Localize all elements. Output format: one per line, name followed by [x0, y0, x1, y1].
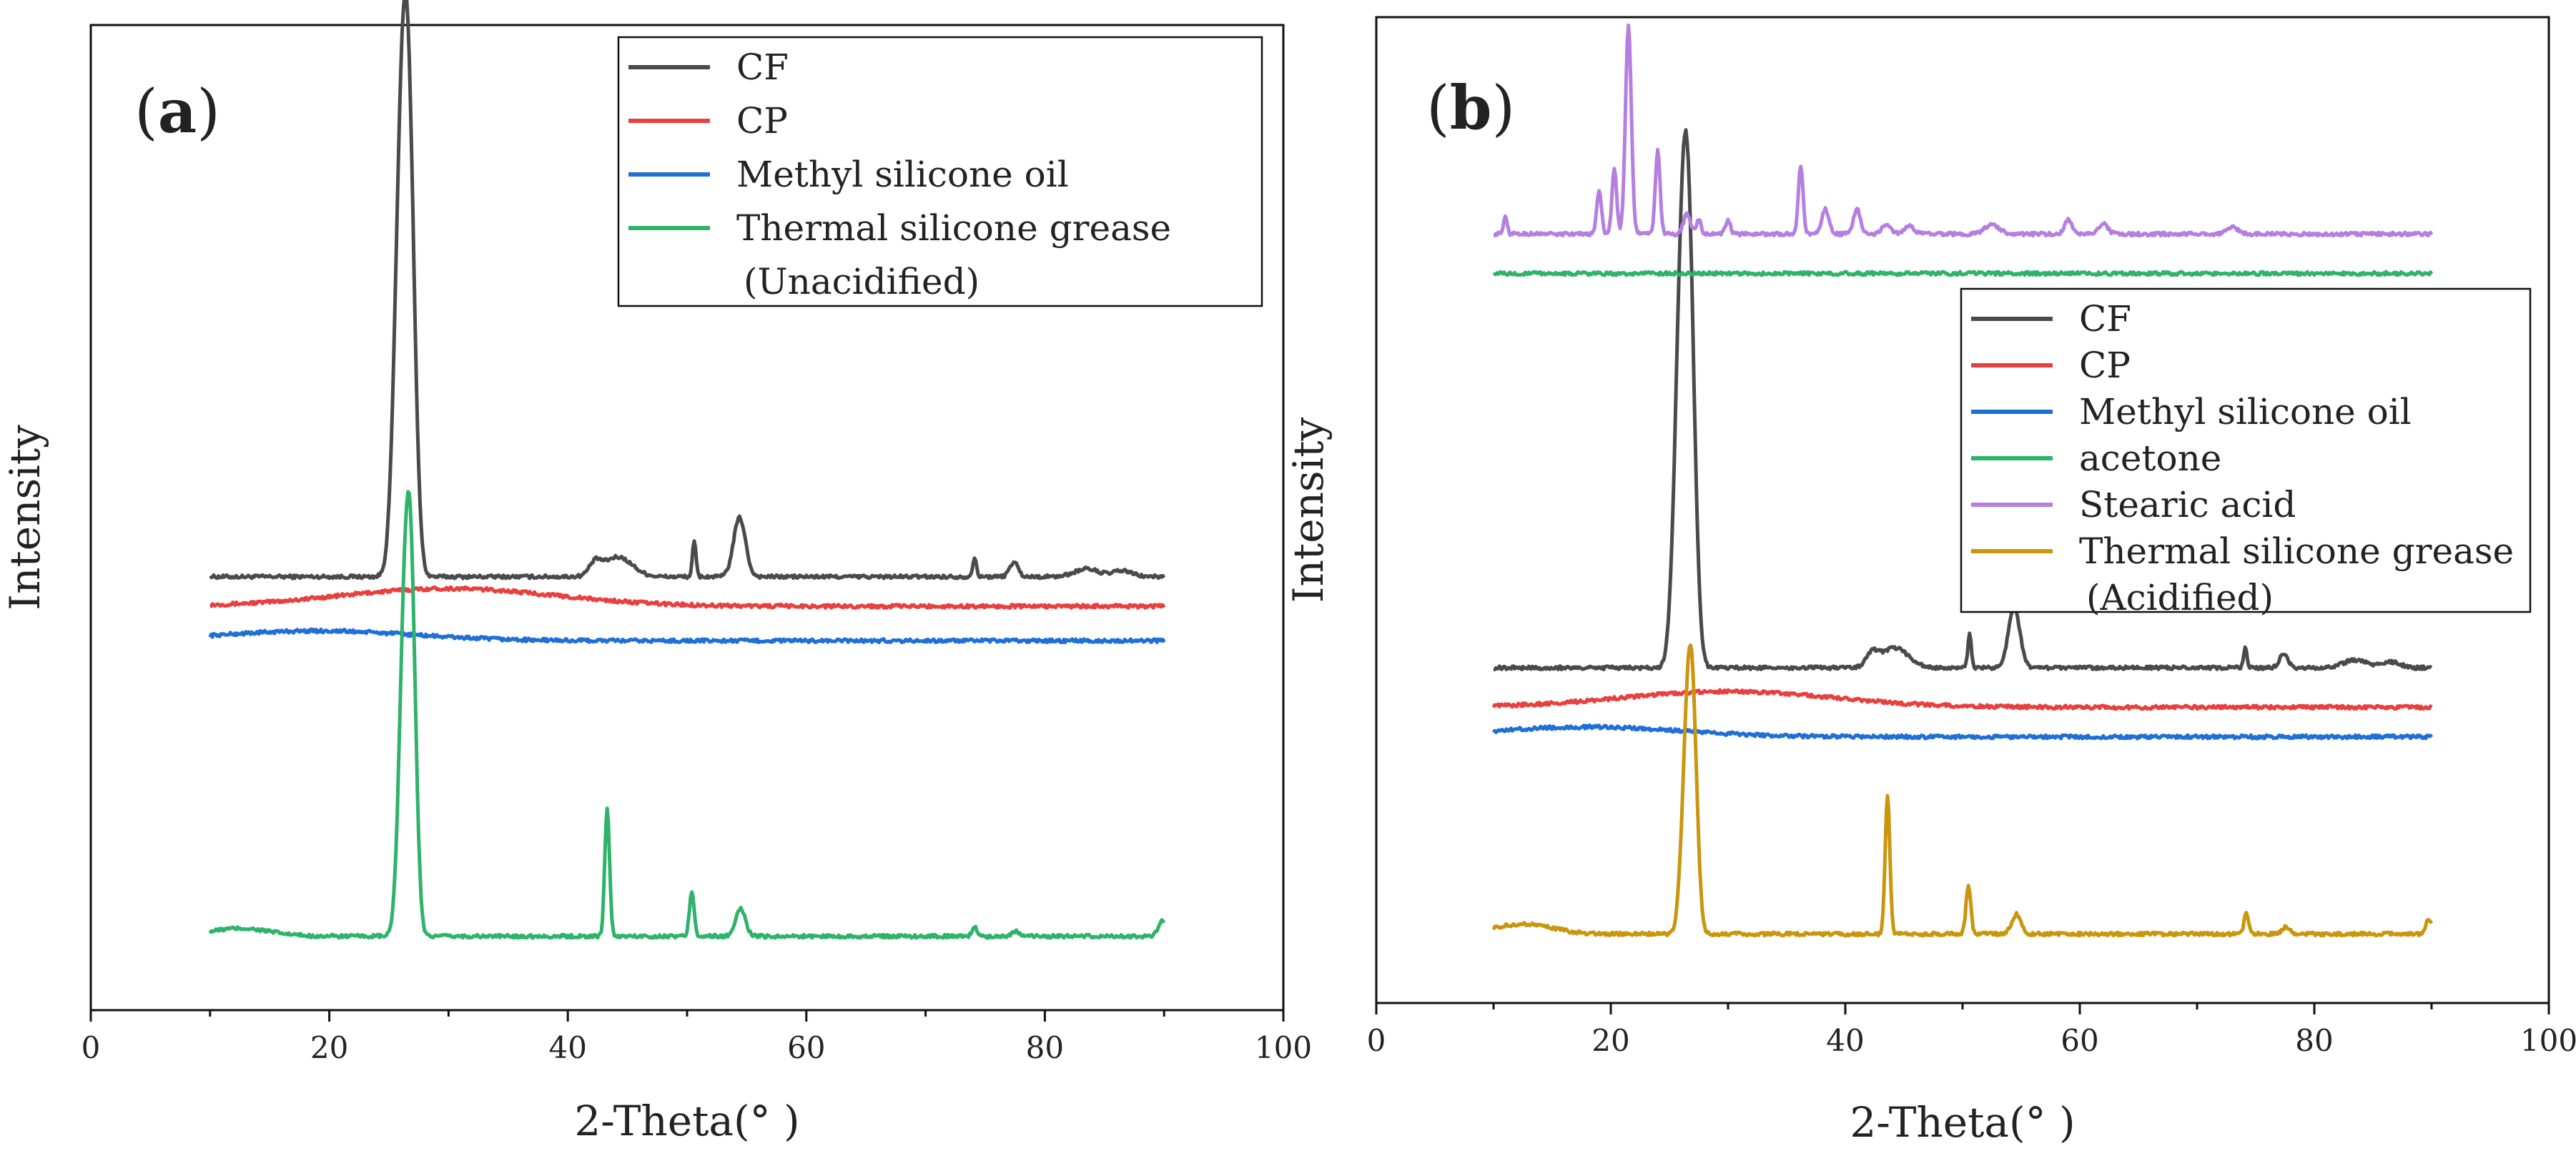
series-line-thermal-silicone-grease-unacidified-: [208, 490, 1166, 940]
legend-box: [1960, 287, 2532, 613]
series-line-cf: [209, 0, 1166, 580]
panel-tag: (a): [134, 76, 220, 147]
panel-tag-close: ): [1492, 73, 1516, 143]
legend-label: Methyl silicone oil: [736, 154, 1069, 195]
series-line-cp: [209, 585, 1166, 610]
x-tick-label: 60: [2061, 1023, 2098, 1058]
x-tick-label: 20: [1592, 1023, 1629, 1058]
x-axis-label: 2-Theta(° ): [574, 1097, 799, 1145]
legend-label: Thermal silicone grease: [2079, 530, 2514, 572]
y-axis-label: Intensity: [1, 425, 49, 611]
series-line-methyl-silicone-oil: [1491, 723, 2434, 741]
legend-label: Stearic acid: [2079, 484, 2296, 525]
x-tick-label: 80: [1026, 1030, 1064, 1065]
panel-tag-close: ): [197, 76, 220, 147]
panel-tag-letter: b: [1450, 72, 1492, 143]
legend-label: CP: [2079, 345, 2131, 386]
legend-label: CF: [736, 46, 789, 88]
panel-tag-open: (: [1426, 73, 1450, 143]
legend-box: [617, 36, 1263, 307]
panel-tag: (b): [1426, 72, 1515, 143]
series-line-stearic-acid: [1493, 23, 2434, 238]
x-tick-label: 20: [310, 1030, 348, 1065]
panel-tag-letter: a: [158, 76, 197, 147]
x-tick-label: 80: [2295, 1023, 2333, 1058]
legend-label: Methyl silicone oil: [2079, 391, 2412, 433]
y-axis-label: Intensity: [1284, 417, 1333, 603]
x-tick-label: 40: [1826, 1023, 1864, 1058]
legend-label: (Unacidified): [744, 261, 979, 302]
x-tick-label: 60: [787, 1030, 825, 1065]
legend-label: Thermal silicone grease: [736, 207, 1171, 249]
series-line-thermal-silicone-grease-acidified-: [1491, 643, 2434, 938]
x-tick-label: 0: [82, 1030, 101, 1065]
legend-label: CF: [2079, 298, 2131, 340]
series-line-methyl-silicone-oil: [208, 627, 1166, 645]
series-line-cf: [1493, 128, 2433, 671]
panel-b: 0 20 40 60 80 100 2-Theta(° ) Intensity (b) CF CP M…: [1284, 16, 2576, 1147]
panel-a: 0 20 40 60 80 100 2-Theta(° ) Intensity (a) CF CP M…: [1, 0, 1312, 1145]
x-axis-label: 2-Theta(° ): [1850, 1098, 2075, 1147]
x-tick-label: 100: [2520, 1023, 2576, 1058]
legend-label: (Acidified): [2086, 577, 2274, 618]
legend-label: CP: [736, 100, 788, 142]
series-line-acetone: [1492, 270, 2434, 277]
series-line-cp: [1491, 688, 2433, 711]
x-tick-label: 40: [548, 1030, 586, 1065]
legend-label: acetone: [2079, 438, 2221, 479]
x-tick-label: 0: [1367, 1023, 1386, 1058]
panel-tag-open: (: [134, 76, 158, 147]
x-tick-label: 100: [1255, 1030, 1312, 1065]
